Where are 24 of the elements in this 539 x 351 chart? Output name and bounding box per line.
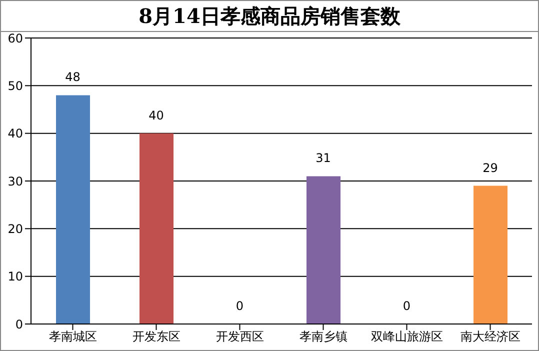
data-label: 48 xyxy=(65,70,80,84)
bar xyxy=(306,176,340,324)
x-tick-label: 孝南城区 xyxy=(48,330,97,344)
x-tick-label: 开发西区 xyxy=(216,330,264,344)
bar xyxy=(56,95,90,324)
y-tick-label: 40 xyxy=(8,126,23,141)
y-tick-label: 20 xyxy=(8,222,23,236)
bar xyxy=(474,186,508,324)
data-label: 29 xyxy=(482,160,498,175)
y-tick-label: 10 xyxy=(8,270,23,284)
x-tick-label: 开发东区 xyxy=(132,330,180,344)
chart-title: 8月14日孝感商品房销售套数 xyxy=(1,1,538,32)
data-label: 0 xyxy=(402,299,411,313)
y-tick-label: 60 xyxy=(8,31,23,46)
y-tick-label: 30 xyxy=(8,174,23,188)
data-label: 31 xyxy=(316,151,331,166)
x-tick-label: 双峰山旅游区 xyxy=(370,330,443,344)
data-label: 0 xyxy=(236,299,244,313)
bar xyxy=(140,133,174,324)
data-label: 40 xyxy=(148,108,164,122)
x-tick-label: 孝南乡镇 xyxy=(299,330,348,344)
x-tick-label: 南大经济区 xyxy=(460,330,520,344)
y-tick-label: 50 xyxy=(8,78,23,93)
y-tick-label: 0 xyxy=(15,317,23,332)
